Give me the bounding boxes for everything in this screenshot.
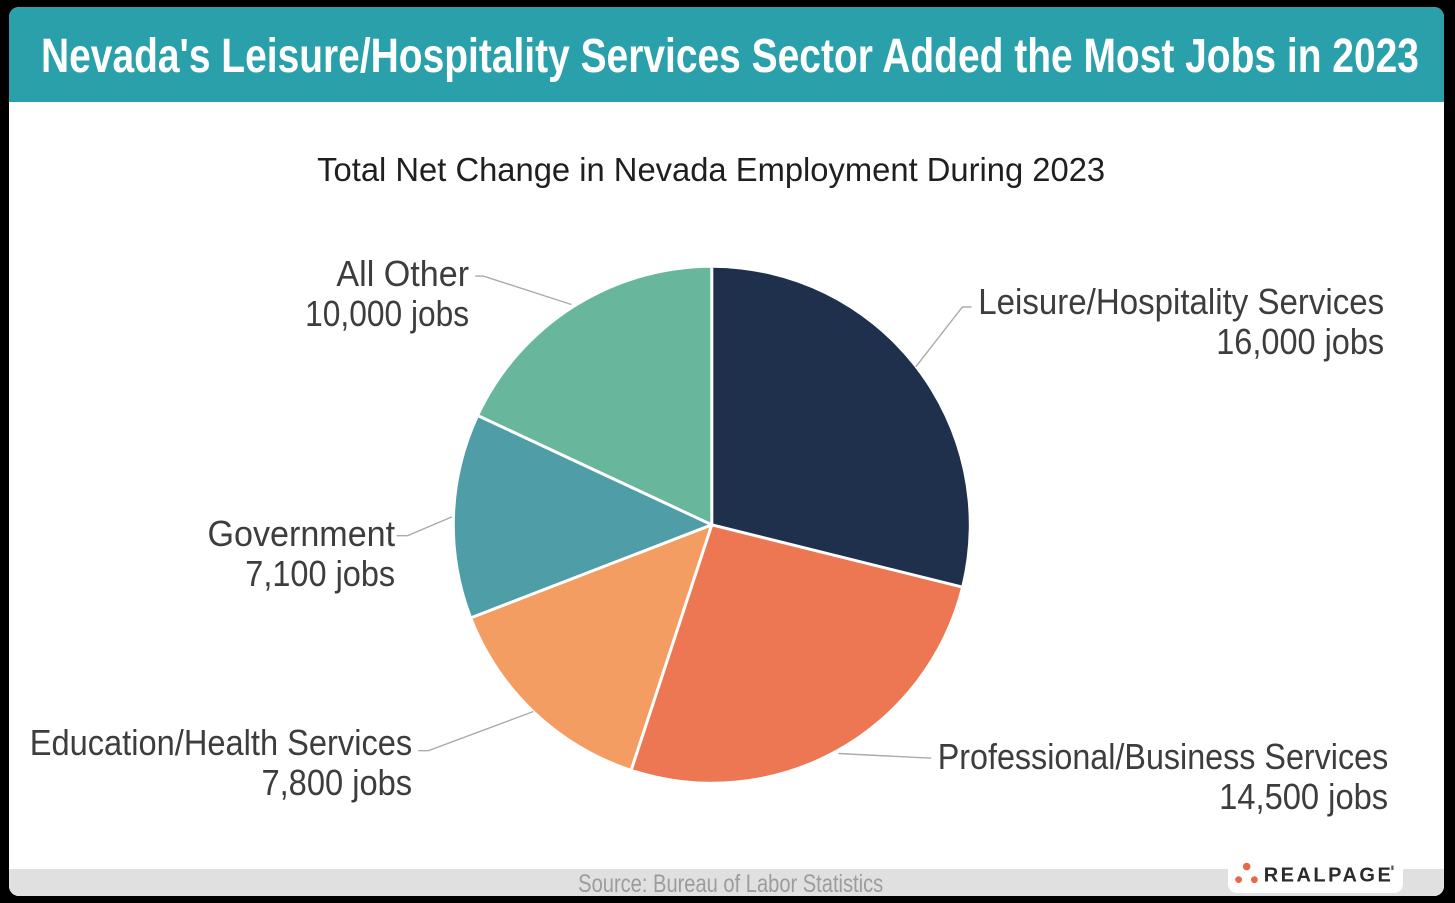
svg-text:REALPAGE: REALPAGE: [1263, 864, 1393, 886]
